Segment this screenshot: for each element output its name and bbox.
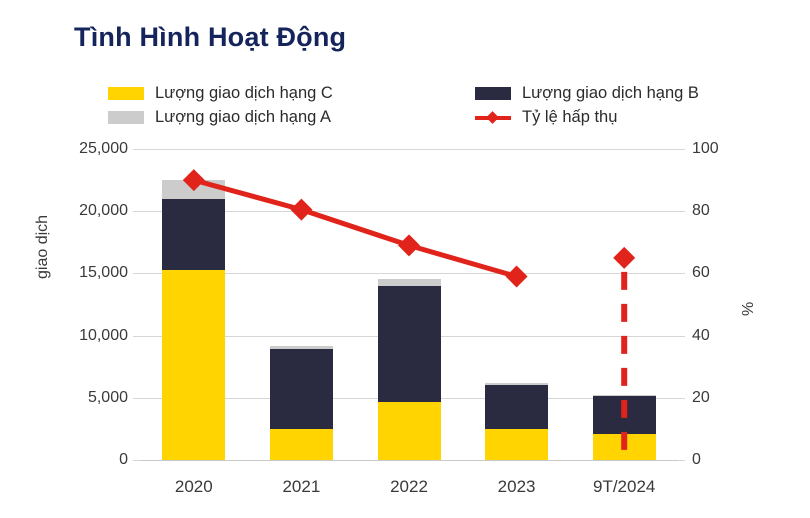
x-axis-tick-label: 2022 xyxy=(390,477,428,496)
bar-segment-grade-a[interactable] xyxy=(269,346,333,349)
bar-segment-grade-c[interactable] xyxy=(377,401,441,460)
axis-tick-right xyxy=(678,211,685,213)
axis-tick-right xyxy=(678,460,685,461)
x-axis-tick-label: 2020 xyxy=(174,477,213,496)
axis-tick-left xyxy=(133,211,140,213)
y-axis-tick-label-left: 0 xyxy=(119,451,128,468)
legend-label: Lượng giao dịch hạng B xyxy=(522,84,699,102)
bar-group[interactable] xyxy=(592,149,656,460)
gridline xyxy=(140,149,678,150)
bar-segment-grade-c[interactable] xyxy=(592,434,656,460)
bar-group[interactable] xyxy=(269,149,333,460)
x-axis-tick-label: 2023 xyxy=(497,477,536,496)
bar-segment-grade-a[interactable] xyxy=(162,180,226,199)
axis-tick-left xyxy=(133,273,140,275)
bar-group[interactable] xyxy=(377,149,441,460)
y-axis-title-left: giao dịch xyxy=(34,214,51,279)
y-axis-title-right: % xyxy=(740,301,757,316)
bar-segment-grade-c[interactable] xyxy=(485,428,549,460)
bar-segment-grade-a[interactable] xyxy=(377,278,441,287)
bar-segment-grade-b[interactable] xyxy=(269,348,333,429)
bar-segment-grade-b[interactable] xyxy=(377,286,441,402)
axis-tick-left xyxy=(133,149,140,150)
axis-tick-left xyxy=(133,335,140,337)
legend-label: Tỷ lệ hấp thụ xyxy=(522,108,618,126)
plot-area xyxy=(133,149,685,461)
axis-tick-right xyxy=(678,149,685,150)
bar-segment-grade-b[interactable] xyxy=(162,198,226,270)
y-axis-tick-label-right: 40 xyxy=(692,326,710,344)
legend-item-absorption-rate[interactable]: Tỷ lệ hấp thụ xyxy=(475,108,617,127)
square-swatch-icon xyxy=(108,87,144,100)
x-axis-tick-label: 2021 xyxy=(282,477,321,496)
bar-segment-grade-c[interactable] xyxy=(162,269,226,460)
axis-tick-right xyxy=(678,335,685,337)
square-swatch-icon xyxy=(108,111,144,124)
y-axis-tick-label-right: 20 xyxy=(692,388,710,406)
x-axis-tick-label: 9T/2024 xyxy=(592,477,656,496)
y-axis-tick-label-right: 0 xyxy=(692,451,701,468)
legend-item-grade-a[interactable]: Lượng giao dịch hạng A xyxy=(108,108,331,127)
bar-group[interactable] xyxy=(162,149,226,460)
legend-item-grade-b[interactable]: Lượng giao dịch hạng B xyxy=(475,84,699,103)
bar-segment-grade-a[interactable] xyxy=(485,383,549,385)
legend-label: Lượng giao dịch hạng A xyxy=(155,108,331,126)
y-axis-tick-label-left: 15,000 xyxy=(79,264,128,282)
y-axis-tick-label-right: 80 xyxy=(692,202,710,220)
square-swatch-icon xyxy=(475,87,511,100)
bar-segment-grade-b[interactable] xyxy=(592,395,656,435)
bar-segment-grade-c[interactable] xyxy=(269,428,333,460)
bar-segment-grade-b[interactable] xyxy=(485,384,549,429)
line-diamond-icon xyxy=(475,111,511,124)
axis-tick-left xyxy=(133,397,140,399)
y-axis-tick-label-left: 25,000 xyxy=(79,140,128,157)
legend-label: Lượng giao dịch hạng C xyxy=(155,84,333,102)
bar-segment-grade-a[interactable] xyxy=(592,394,656,396)
gridline xyxy=(140,460,678,461)
bar-group[interactable] xyxy=(485,149,549,460)
y-axis-tick-label-right: 60 xyxy=(692,264,710,282)
legend-item-grade-c[interactable]: Lượng giao dịch hạng C xyxy=(108,84,333,103)
axis-tick-right xyxy=(678,397,685,399)
y-axis-tick-label-right: 100 xyxy=(692,140,719,157)
page-title: Tình Hình Hoạt Động xyxy=(74,22,347,52)
y-axis-tick-label-left: 5,000 xyxy=(87,388,128,406)
chart-legend: Lượng giao dịch hạng C Lượng giao dịch h… xyxy=(108,84,708,132)
axis-tick-left xyxy=(133,460,140,461)
y-axis-tick-label-left: 20,000 xyxy=(79,202,128,220)
y-axis-tick-label-left: 10,000 xyxy=(79,326,128,344)
axis-tick-right xyxy=(678,273,685,275)
